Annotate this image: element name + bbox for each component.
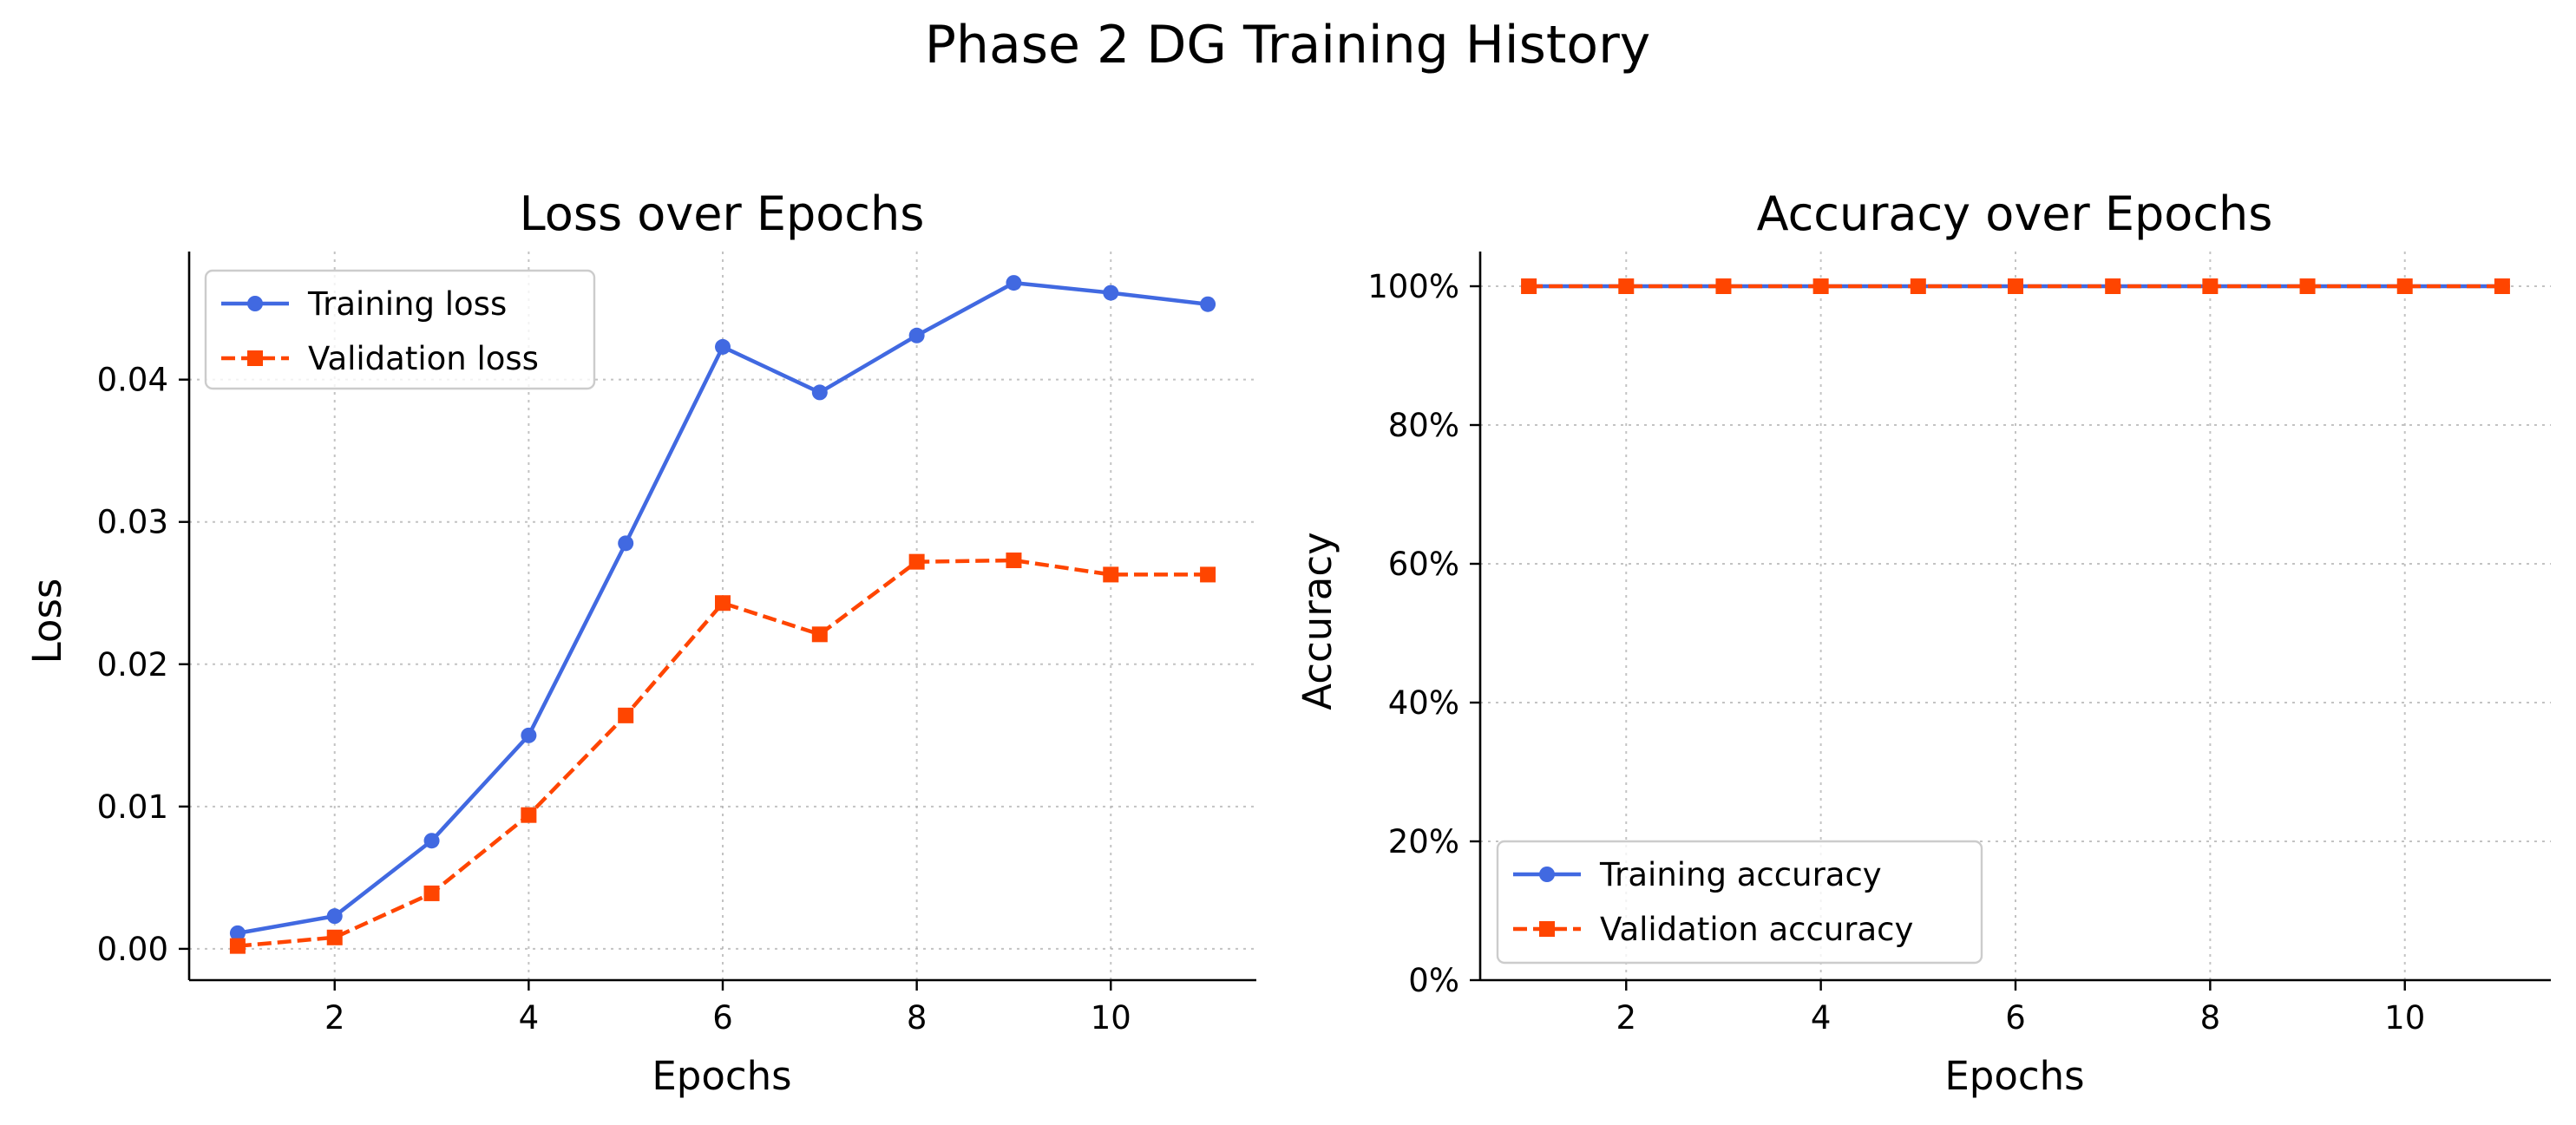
training-accuracy-legend-marker <box>1539 867 1555 882</box>
accuracy-y-tick-label: 60% <box>1388 546 1459 583</box>
loss-x-tick-label: 8 <box>907 999 927 1037</box>
training-loss-legend-marker <box>247 296 263 311</box>
training-loss-point <box>1103 285 1119 301</box>
loss-y-tick-label: 0.02 <box>97 646 168 684</box>
validation-accuracy-point <box>1910 278 1926 294</box>
accuracy-x-tick-label: 8 <box>2200 999 2221 1037</box>
loss-chart-title: Loss over Epochs <box>520 186 925 241</box>
validation-loss-point <box>423 885 440 901</box>
accuracy-y-tick-label: 0% <box>1408 962 1459 999</box>
validation-loss-point <box>618 707 634 723</box>
accuracy-y-tick-label: 100% <box>1367 268 1459 305</box>
loss-y-tick-label: 0.04 <box>97 362 168 399</box>
accuracy-y-axis-label: Accuracy <box>1295 532 1340 710</box>
accuracy-x-tick-label: 6 <box>2005 999 2026 1037</box>
loss-x-ticks: 2 4 6 8 10 <box>324 980 1131 1037</box>
validation-accuracy-legend-label: Validation accuracy <box>1600 911 1913 948</box>
validation-loss-point <box>326 929 343 945</box>
loss-y-tick-label: 0.00 <box>97 931 168 968</box>
loss-y-tick-label: 0.01 <box>97 788 168 826</box>
accuracy-series <box>1521 278 2510 294</box>
loss-legend: Training loss Validation loss <box>204 269 596 390</box>
validation-accuracy-point <box>2299 278 2316 294</box>
accuracy-x-axis-label: Epochs <box>1944 1053 2084 1099</box>
validation-loss-point <box>1200 566 1216 583</box>
training-loss-point <box>618 535 634 552</box>
accuracy-legend: Training accuracy Validation accuracy <box>1496 840 1983 965</box>
validation-loss-point <box>1103 566 1119 583</box>
loss-chart: Loss over Epochs 2 4 6 8 10 0.00 0.01 0.02 0.03… <box>24 186 1256 1099</box>
training-accuracy-legend-label: Training accuracy <box>1599 856 1882 893</box>
validation-loss-line <box>237 558 1209 948</box>
loss-x-tick-label: 10 <box>1091 999 1131 1037</box>
accuracy-legend-frame <box>1496 840 1983 965</box>
loss-series <box>229 275 1216 954</box>
validation-loss-point <box>521 807 537 823</box>
loss-legend-frame <box>204 269 596 390</box>
loss-y-ticks: 0.00 0.01 0.02 0.03 0.04 <box>97 362 189 968</box>
validation-loss-legend-label: Validation loss <box>308 340 539 377</box>
validation-accuracy-point <box>2008 278 2023 294</box>
validation-accuracy-point <box>1521 278 1537 294</box>
training-loss-point <box>229 925 246 941</box>
loss-x-tick-label: 2 <box>324 999 345 1037</box>
training-loss-point <box>521 727 537 743</box>
training-loss-point <box>423 833 440 849</box>
training-loss-point <box>715 338 731 355</box>
accuracy-x-tick-label: 10 <box>2384 999 2425 1037</box>
validation-loss-legend-marker <box>247 350 263 366</box>
validation-accuracy-point <box>2202 278 2219 294</box>
validation-accuracy-point <box>1618 278 1635 294</box>
validation-loss-point <box>715 595 731 612</box>
training-loss-point <box>326 908 343 925</box>
validation-loss-point <box>229 938 246 954</box>
training-loss-point <box>1006 275 1022 291</box>
loss-y-tick-label: 0.03 <box>97 504 168 541</box>
training-loss-legend-label: Training loss <box>307 285 507 323</box>
validation-accuracy-point <box>2396 278 2413 294</box>
validation-loss-point <box>908 553 925 570</box>
figure-suptitle: Phase 2 DG Training History <box>925 15 1651 75</box>
validation-accuracy-point <box>1715 278 1732 294</box>
accuracy-chart: Accuracy over Epochs 2 4 6 8 10 0% 20% 40% 60% 8… <box>1295 186 2551 1099</box>
accuracy-x-ticks: 2 4 6 8 10 <box>1616 980 2425 1037</box>
training-loss-point <box>908 327 925 343</box>
loss-x-tick-label: 4 <box>519 999 540 1037</box>
accuracy-x-tick-label: 2 <box>1616 999 1636 1037</box>
accuracy-x-tick-label: 4 <box>1811 999 1832 1037</box>
accuracy-y-tick-label: 40% <box>1388 684 1459 722</box>
loss-x-tick-label: 6 <box>712 999 733 1037</box>
validation-accuracy-point <box>2494 278 2510 294</box>
validation-loss-point <box>1006 553 1022 569</box>
validation-accuracy-point <box>1812 278 1829 294</box>
training-loss-point <box>1200 296 1216 312</box>
validation-loss-point <box>811 626 828 643</box>
accuracy-y-tick-label: 20% <box>1388 823 1459 860</box>
loss-y-axis-label: Loss <box>24 579 70 664</box>
accuracy-chart-title: Accuracy over Epochs <box>1757 186 2273 241</box>
validation-accuracy-point <box>2105 278 2121 294</box>
validation-accuracy-legend-marker <box>1539 921 1555 937</box>
training-loss-point <box>811 384 828 401</box>
loss-gridlines <box>189 252 1256 980</box>
loss-x-axis-label: Epochs <box>652 1053 791 1099</box>
accuracy-y-tick-label: 80% <box>1388 407 1459 444</box>
accuracy-y-ticks: 0% 20% 40% 60% 80% 100% <box>1367 268 1480 999</box>
